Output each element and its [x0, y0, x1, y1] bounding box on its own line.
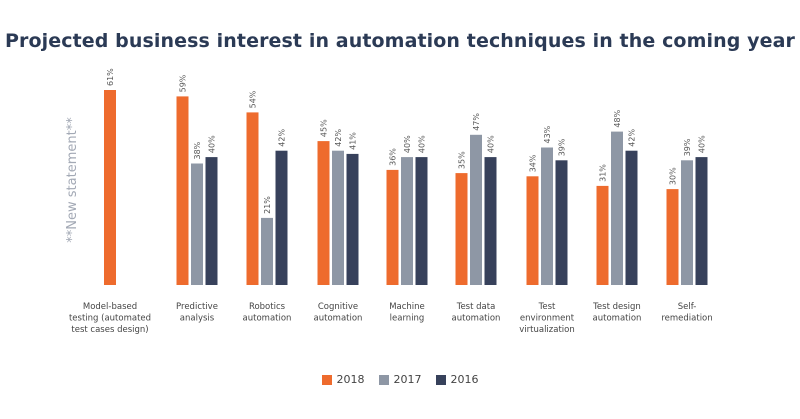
bar-2017-7	[611, 131, 623, 285]
legend-item-2017: 2017	[378, 373, 422, 386]
value-label-2016-5: 40%	[487, 135, 496, 153]
legend-label: 2018	[336, 373, 365, 386]
bar-2016-2	[275, 150, 288, 285]
new-statement-note: **New statement**	[65, 117, 80, 243]
value-label-2018-1: 59%	[179, 74, 188, 92]
category-label-2: Robotics automation	[243, 302, 292, 324]
value-label-2016-8: 40%	[698, 135, 707, 153]
bar-2017-2	[261, 217, 273, 285]
category-label-3: Cognitive automation	[314, 302, 363, 324]
value-label-2016-3: 41%	[349, 132, 358, 150]
value-label-2017-5: 47%	[472, 113, 481, 131]
value-label-2017-2: 21%	[263, 196, 272, 214]
value-label-2018-6: 34%	[529, 154, 538, 172]
category-label-line: automation	[243, 314, 292, 324]
category-label-line: Test data	[456, 302, 496, 312]
value-label-2017-3: 42%	[334, 129, 343, 147]
category-label-line: automation	[452, 314, 501, 324]
category-label-6: Test environment virtualization	[519, 302, 575, 335]
value-label-2018-8: 30%	[669, 167, 678, 185]
bar-2018-7	[596, 185, 609, 285]
value-label-2016-6: 39%	[558, 138, 567, 156]
category-label-line: analysis	[180, 314, 215, 324]
value-label-2018-0: 61%	[106, 68, 115, 86]
category-label-line: automation	[593, 314, 642, 324]
bar-2016-8	[695, 157, 708, 285]
bar-2018-6	[526, 176, 539, 285]
bar-2016-7	[625, 150, 638, 285]
value-label-2017-4: 40%	[403, 135, 412, 153]
legend-label: 2016	[450, 373, 479, 386]
bar-2016-4	[415, 157, 428, 285]
bar-2017-1	[191, 163, 203, 285]
category-label-line: remediation	[661, 314, 712, 324]
category-label-line: Machine	[389, 302, 425, 312]
bar-2018-0	[104, 90, 116, 285]
legend-label: 2017	[393, 373, 422, 386]
category-label-7: Test design automation	[592, 302, 641, 324]
legend-item-2018: 2018	[321, 373, 365, 386]
category-label-line: virtualization	[519, 325, 575, 335]
chart-title: Projected business interest in automatio…	[4, 30, 796, 52]
legend-swatch	[321, 374, 332, 385]
value-label-2018-5: 35%	[458, 151, 467, 169]
value-label-2018-7: 31%	[599, 164, 608, 182]
bar-2018-8	[666, 189, 679, 285]
legend-item-2016: 2016	[435, 373, 479, 386]
bar-2018-2	[246, 112, 259, 286]
category-label-line: Predictive	[176, 302, 218, 312]
bar-2016-5	[484, 157, 497, 285]
category-label-1: Predictive analysis	[176, 302, 218, 324]
value-label-2017-7: 48%	[613, 109, 622, 127]
category-label-5: Test data automation	[452, 302, 501, 324]
value-label-2018-2: 54%	[249, 90, 258, 108]
category-label-line: learning	[390, 314, 425, 324]
bar-2017-8	[681, 160, 693, 285]
legend-swatch	[435, 374, 446, 385]
bar-2018-5	[455, 173, 468, 285]
category-label-line: Model-based	[83, 302, 137, 312]
bar-2016-3	[346, 153, 359, 285]
bar-2018-1	[176, 96, 189, 286]
category-label-4: Machine learning	[389, 302, 425, 324]
bar-2017-4	[401, 157, 413, 285]
category-label-8: Self-remediation	[661, 302, 712, 324]
value-label-2017-1: 38%	[193, 141, 202, 159]
value-label-2016-1: 40%	[208, 135, 217, 153]
bar-2016-6	[555, 160, 568, 285]
category-label-line: Cognitive	[318, 302, 358, 312]
value-label-2018-3: 45%	[320, 119, 329, 137]
value-label-2016-2: 42%	[278, 129, 287, 147]
category-label-line: automation	[314, 314, 363, 324]
category-label-line: Robotics	[249, 302, 286, 312]
legend-swatch	[378, 374, 389, 385]
value-label-2018-4: 36%	[389, 148, 398, 166]
legend: 2018 2017 2016	[0, 373, 800, 386]
category-label-line: testing (automated	[69, 314, 151, 324]
value-label-2017-6: 43%	[543, 125, 552, 143]
value-label-2016-7: 42%	[628, 129, 637, 147]
category-label-line: Test	[538, 302, 556, 312]
category-label-line: environment	[520, 314, 575, 324]
value-label-2017-8: 39%	[683, 138, 692, 156]
category-label-line: test cases design)	[71, 325, 148, 335]
bar-2017-3	[332, 150, 344, 285]
bar-chart: **New statement** 61% Model-based testing (…	[65, 68, 713, 335]
bar-2017-5	[470, 134, 482, 285]
category-label-line: Self-	[678, 302, 697, 312]
bar-2018-4	[386, 169, 399, 285]
bar-2018-3	[317, 141, 330, 285]
value-label-2016-4: 40%	[418, 135, 427, 153]
bar-2016-1	[205, 157, 218, 285]
bar-2017-6	[541, 147, 553, 285]
category-label-0: Model-based testing (automated test cases …	[69, 302, 151, 335]
category-label-line: Test design	[592, 302, 641, 312]
